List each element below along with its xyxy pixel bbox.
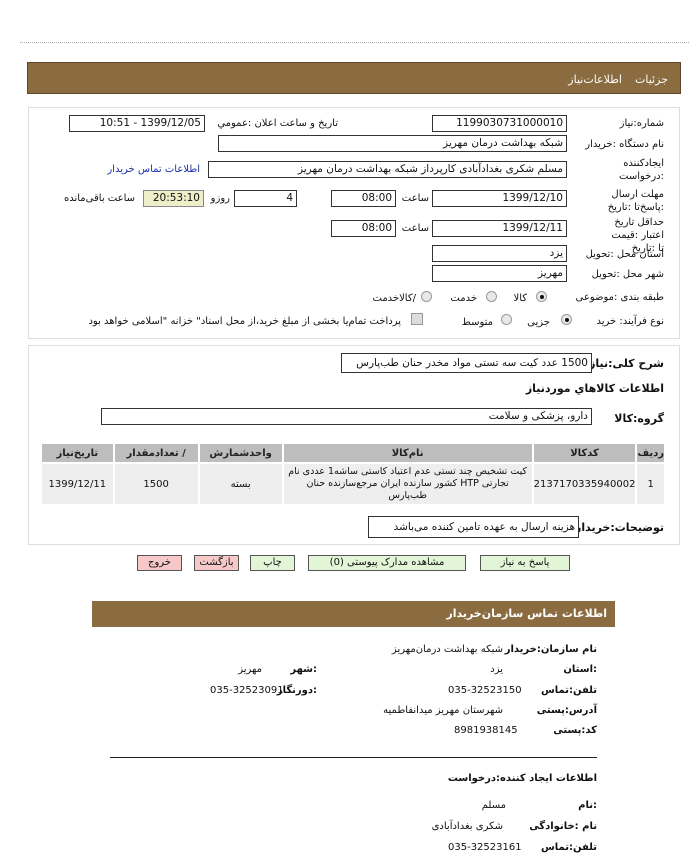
tab-need-info[interactable]: اطلاعات‌نیاز [568, 73, 622, 86]
top-divider [20, 42, 689, 43]
payment-note: پرداخت تمام‌یا بخشی از مبلغ خرید،از محل … [88, 316, 401, 327]
col-unit: واحدشمارش [197, 442, 284, 464]
name-value: مسلم [481, 800, 506, 811]
creator-heading: اطلاعات ایجاد کننده:درخواست [447, 773, 597, 784]
creator-field[interactable]: مسلم شکری بغدادآبادی کارپرداز شبکه بهداش… [208, 161, 567, 178]
attachments-button[interactable]: مشاهده مدارک پیوستی (0) [308, 555, 466, 571]
fax-value: 035-32523091 [210, 685, 284, 696]
items-table: ردیف کدکالا نام‌کالا واحدشمارش / تعدادمق… [40, 442, 666, 506]
cell-name: کیت تشخیص چند تستی عدم اعتیاد کاستی ساشه… [281, 462, 534, 506]
category-radio-service[interactable] [486, 291, 497, 302]
process-option-minor: جزیی [527, 317, 550, 328]
contact-title: اطلاعات تماس سازمان‌خریدار [446, 607, 607, 620]
need-number-field[interactable]: 1199030731000010 [432, 115, 567, 132]
tab-bar: جزئیات اطلاعات‌نیاز [27, 62, 681, 94]
deadline-label: مهلت ارسال :پاسخ‌تا :تاریخ [607, 189, 664, 213]
postal-label: کد:پستی [553, 725, 597, 736]
creator-phone-value: 035-32523161 [448, 842, 522, 853]
province-contact-label: :استان [563, 664, 597, 675]
validity-time-field[interactable]: 08:00 [331, 220, 396, 237]
cell-code: 2137170335940002 [531, 462, 638, 506]
fax-label: :دورنگار [276, 685, 317, 696]
deadline-time-label: ساعت [401, 193, 429, 204]
name-label: :نام [578, 800, 597, 811]
category-label: طبقه بندی :موضوعی [575, 292, 664, 303]
address-label: آدرس:پستی [536, 705, 597, 716]
org-label: نام سازمان:خریدار [504, 644, 597, 655]
validity-label: حداقل تاریخ اعتبار :قیمت تا :تاریخ [611, 217, 664, 254]
col-qty: / تعدادمقدار [112, 442, 200, 464]
deadline-time-field[interactable]: 08:00 [331, 190, 396, 207]
col-code: کدکالا [531, 442, 638, 464]
cell-date: 1399/12/11 [40, 462, 115, 506]
province-label: استان محل :تحویل [585, 249, 664, 260]
days-label: روزو [210, 193, 230, 204]
family-value: شکری بغدادآبادی [431, 821, 503, 832]
category-option-goods-service: /کالاخدمت [372, 293, 417, 304]
respond-button[interactable]: پاسخ به نیاز [480, 555, 570, 571]
group-label: گروه:کالا [614, 412, 664, 425]
postal-value: 8981938145 [454, 725, 518, 736]
city-contact-value: مهریز [238, 664, 262, 675]
col-date: تاریخ‌نیاز [40, 442, 115, 464]
process-radio-minor[interactable] [561, 314, 572, 325]
contact-header: اطلاعات تماس سازمان‌خریدار [92, 601, 615, 627]
city-contact-label: :شهر [290, 664, 317, 675]
creator-phone-label: تلفن:تماس [540, 842, 597, 853]
days-field[interactable]: 4 [234, 190, 297, 207]
deadline-date-field[interactable]: 1399/12/10 [432, 190, 567, 207]
items-heading: اطلاعات کالاهاي موردنیاز [525, 382, 664, 395]
table-row: 1 2137170335940002 کیت تشخیص چند تستی عد… [40, 462, 666, 506]
process-radio-medium[interactable] [501, 314, 512, 325]
family-label: نام :خانوادگی [529, 821, 597, 832]
group-field[interactable]: دارو، پزشکی و سلامت [101, 408, 592, 425]
cell-row: 1 [635, 462, 666, 506]
cell-qty: 1500 [112, 462, 200, 506]
remaining-time: 20:53:10 [143, 190, 204, 207]
category-radio-goods-service[interactable] [421, 291, 432, 302]
back-button[interactable]: بازگشت [194, 555, 239, 571]
org-value: شبکه بهداشت درمان‌مهریز [391, 644, 503, 655]
remaining-label: ساعت باقی‌مانده [63, 193, 135, 204]
validity-date-field[interactable]: 1399/12/11 [432, 220, 567, 237]
announce-label: تاریخ و ساعت اعلان :عمومي [217, 118, 338, 129]
process-option-medium: متوسط [461, 317, 493, 328]
summary-label: شرح کلی:نیاز [589, 357, 664, 370]
category-option-goods: کالا [513, 293, 527, 304]
phone-label: تلفن:تماس [540, 685, 597, 696]
buyer-org-field[interactable]: شبکه بهداشت درمان مهریز [218, 135, 567, 152]
need-number-label: شماره:نیاز [619, 118, 664, 129]
city-field[interactable]: مهریز [432, 265, 567, 282]
tab-details[interactable]: جزئیات [635, 73, 668, 86]
contact-divider [110, 757, 597, 758]
print-button[interactable]: چاپ [250, 555, 295, 571]
category-radio-goods[interactable] [536, 291, 547, 302]
buyer-org-label: نام دستگاه :خریدار [585, 139, 664, 150]
validity-time-label: ساعت [401, 223, 429, 234]
province-contact-value: یزد [490, 664, 503, 675]
buyer-notes-label: توضیحات:خریدار [574, 521, 664, 534]
col-row: ردیف [635, 442, 666, 464]
category-option-service: خدمت [450, 293, 477, 304]
col-name: نام‌کالا [281, 442, 534, 464]
buyer-notes-field[interactable]: هزینه ارسال به عهده تامین کننده می‌باشد [368, 516, 579, 538]
announce-field[interactable]: 1399/12/05 - 10:51 [69, 115, 205, 132]
process-label: نوع فرآیند: خرید [596, 316, 665, 327]
exit-button[interactable]: خروج [137, 555, 182, 571]
buyer-contact-link[interactable]: اطلاعات تماس خریدار [107, 164, 200, 175]
summary-field[interactable]: 1500 عدد کیت سه تستی مواد مخدر حنان طب‌پ… [341, 353, 592, 373]
cell-unit: بسته [197, 462, 284, 506]
city-label: شهر محل :تحویل [591, 269, 664, 280]
address-value: شهرستان مهریز میدانفاطمیه [383, 705, 503, 716]
payment-checkbox[interactable] [411, 313, 423, 325]
province-field[interactable]: یزد [432, 245, 567, 262]
creator-label: ایجادکننده :درخواست [619, 158, 664, 182]
phone-value: 035-32523150 [448, 685, 522, 696]
